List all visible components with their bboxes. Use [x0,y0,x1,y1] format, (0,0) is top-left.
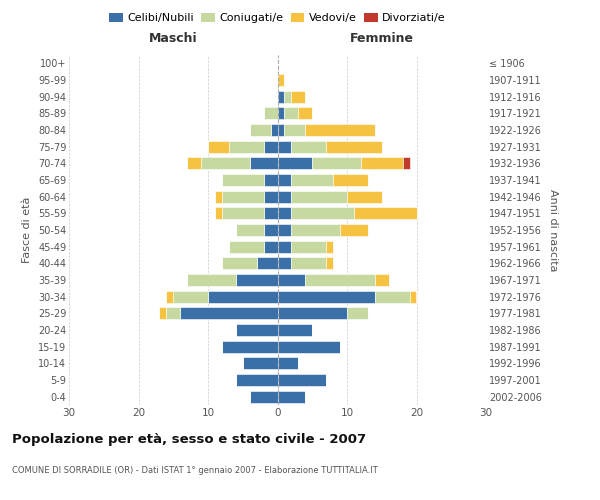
Bar [326,140,382,152]
Text: Femmine: Femmine [350,32,414,45]
Bar [277,340,340,352]
Bar [277,374,326,386]
Bar [292,174,333,186]
Bar [333,174,368,186]
Bar [305,124,375,136]
Bar [222,258,257,270]
Bar [277,190,292,202]
Bar [277,308,347,320]
Bar [160,308,166,320]
Bar [250,124,271,136]
Bar [229,140,263,152]
Bar [375,274,389,286]
Bar [236,374,277,386]
Bar [277,290,375,302]
Bar [208,290,277,302]
Bar [292,190,347,202]
Bar [292,140,326,152]
Bar [222,208,263,220]
Bar [292,240,326,252]
Bar [292,208,354,220]
Bar [222,340,277,352]
Bar [271,124,277,136]
Bar [326,240,333,252]
Bar [236,274,277,286]
Bar [166,308,180,320]
Bar [410,290,416,302]
Bar [243,358,277,370]
Bar [222,174,263,186]
Bar [263,108,277,120]
Bar [277,158,312,170]
Bar [201,158,250,170]
Text: Popolazione per età, sesso e stato civile - 2007: Popolazione per età, sesso e stato civil… [12,432,366,446]
Bar [263,140,277,152]
Bar [180,308,277,320]
Bar [263,240,277,252]
Bar [257,258,277,270]
Bar [347,190,382,202]
Y-axis label: Fasce di età: Fasce di età [22,197,32,263]
Bar [187,158,201,170]
Bar [277,208,292,220]
Bar [347,308,368,320]
Bar [312,158,361,170]
Bar [277,90,284,102]
Bar [222,190,263,202]
Bar [277,358,298,370]
Bar [292,258,326,270]
Bar [250,158,277,170]
Bar [277,274,305,286]
Bar [263,190,277,202]
Bar [305,274,375,286]
Bar [215,208,222,220]
Text: COMUNE DI SORRADILE (OR) - Dati ISTAT 1° gennaio 2007 - Elaborazione TUTTITALIA.: COMUNE DI SORRADILE (OR) - Dati ISTAT 1°… [12,466,378,475]
Bar [263,208,277,220]
Bar [284,108,298,120]
Bar [326,258,333,270]
Bar [277,324,312,336]
Bar [292,90,305,102]
Bar [277,124,284,136]
Bar [250,390,277,402]
Bar [277,74,284,86]
Bar [284,124,305,136]
Bar [298,108,312,120]
Bar [354,208,416,220]
Bar [277,240,292,252]
Legend: Celibi/Nubili, Coniugati/e, Vedovi/e, Divorziati/e: Celibi/Nubili, Coniugati/e, Vedovi/e, Di… [106,10,449,26]
Y-axis label: Anni di nascita: Anni di nascita [548,188,559,271]
Bar [215,190,222,202]
Bar [277,390,305,402]
Bar [277,108,284,120]
Bar [236,324,277,336]
Text: Maschi: Maschi [149,32,197,45]
Bar [166,290,173,302]
Bar [277,224,292,236]
Bar [277,258,292,270]
Bar [263,174,277,186]
Bar [292,224,340,236]
Bar [229,240,263,252]
Bar [173,290,208,302]
Bar [375,290,410,302]
Bar [187,274,236,286]
Bar [236,224,263,236]
Bar [361,158,403,170]
Bar [340,224,368,236]
Bar [208,140,229,152]
Bar [277,174,292,186]
Bar [277,140,292,152]
Bar [403,158,410,170]
Bar [263,224,277,236]
Bar [284,90,292,102]
